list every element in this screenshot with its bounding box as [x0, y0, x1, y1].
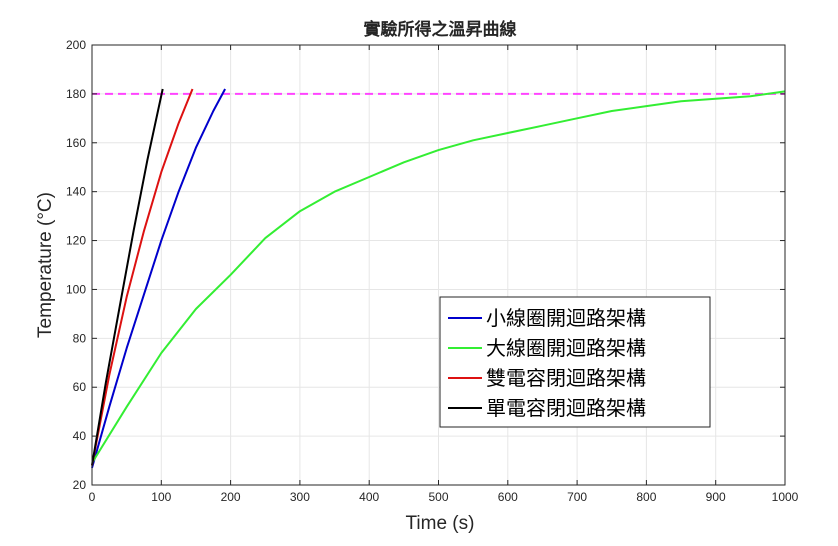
x-tick-label: 200: [221, 490, 241, 504]
legend-label-2: 雙電容閉迴路架構: [486, 366, 646, 390]
y-tick-label: 80: [73, 331, 87, 345]
y-tick-label: 60: [73, 380, 87, 394]
x-tick-label: 800: [636, 490, 656, 504]
x-tick-label: 1000: [772, 490, 799, 504]
x-tick-label: 500: [428, 490, 448, 504]
y-axis-label: Temperature (°C): [35, 192, 56, 338]
legend-label-3: 單電容閉迴路架構: [486, 396, 646, 420]
x-tick-label: 0: [89, 490, 96, 504]
y-tick-label: 100: [66, 282, 86, 296]
ticks: 0 100 200 300 400 500 600 700 800 900 1000 20 40 60 80…: [66, 38, 799, 504]
y-tick-label: 140: [66, 185, 86, 199]
y-tick-label: 200: [66, 38, 86, 52]
x-tick-label: 600: [498, 490, 518, 504]
series-line-0: [91, 88, 226, 469]
y-tick-label: 160: [66, 136, 86, 150]
y-tick-label: 120: [66, 234, 86, 248]
series-line-1: [91, 90, 786, 464]
y-tick-label: 180: [66, 87, 86, 101]
series-group: [91, 88, 786, 469]
legend-box: [439, 296, 711, 428]
x-axis-label: Time (s): [406, 513, 475, 534]
series-line-2: [91, 88, 194, 466]
series-line-3: [91, 88, 164, 466]
y-tick-label: 40: [73, 429, 87, 443]
x-tick-label: 100: [151, 490, 171, 504]
x-tick-label: 900: [706, 490, 726, 504]
chart-title: 實驗所得之溫昇曲線: [364, 19, 517, 40]
x-tick-label: 300: [290, 490, 310, 504]
y-tick-label: 20: [73, 478, 87, 492]
legend-label-0: 小線圈開迴路架構: [486, 306, 646, 330]
x-tick-label: 400: [359, 490, 379, 504]
x-tick-label: 700: [567, 490, 587, 504]
legend-label-1: 大線圈開迴路架構: [486, 336, 646, 360]
